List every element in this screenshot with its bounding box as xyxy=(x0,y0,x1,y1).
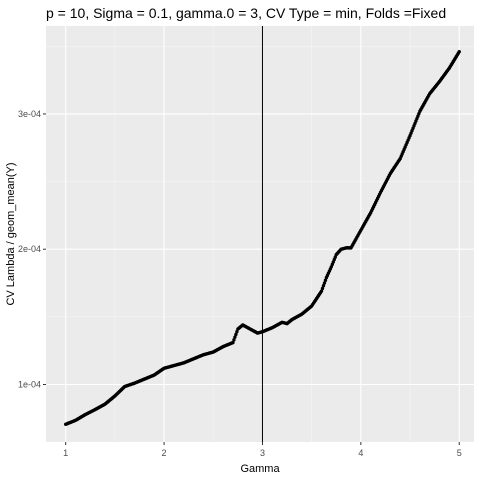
plot-panel xyxy=(46,26,474,442)
x-tick-label: 2 xyxy=(162,448,167,458)
x-axis-label: Gamma xyxy=(240,463,280,475)
x-tick-label: 5 xyxy=(457,448,462,458)
data-point xyxy=(457,50,461,54)
data-point xyxy=(231,340,235,345)
data-point xyxy=(235,330,239,334)
data-point xyxy=(322,281,327,285)
data-point xyxy=(232,338,236,342)
data-point xyxy=(233,335,237,339)
y-axis-label: CV Lambda / geom_mean(Y) xyxy=(5,162,17,305)
data-point xyxy=(320,286,325,291)
y-tick-label: 2e-04 xyxy=(18,244,41,254)
x-axis-ticks: 1 2 3 4 5 xyxy=(63,442,462,458)
x-tick-label: 1 xyxy=(63,448,68,458)
y-axis-ticks: 1e-04 2e-04 3e-04 xyxy=(18,109,46,390)
y-tick-label: 1e-04 xyxy=(18,380,41,390)
data-point xyxy=(319,289,324,293)
data-point xyxy=(321,284,326,288)
chart-title: p = 10, Sigma = 0.1, gamma.0 = 3, CV Typ… xyxy=(46,5,446,21)
minor-grid xyxy=(46,26,474,442)
y-tick-label: 3e-04 xyxy=(18,109,41,119)
data-point xyxy=(234,332,238,337)
x-tick-label: 3 xyxy=(260,448,265,458)
data-points xyxy=(63,50,461,426)
data-point xyxy=(323,278,328,283)
major-grid xyxy=(46,26,474,442)
x-tick-label: 4 xyxy=(358,448,363,458)
